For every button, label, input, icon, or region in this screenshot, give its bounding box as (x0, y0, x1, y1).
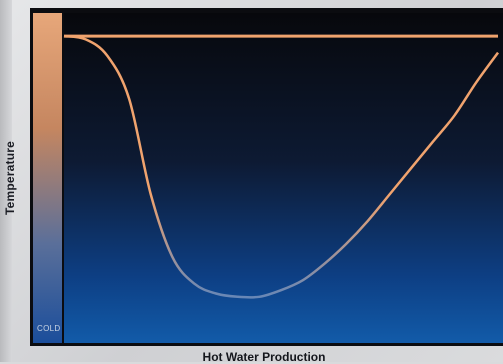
series-line-curve (63, 34, 500, 299)
temperature-scale-bar (33, 13, 62, 343)
chart-svg (30, 8, 503, 346)
chart-frame (30, 8, 503, 346)
series-group (63, 34, 500, 299)
y-axis-label: Temperature (3, 140, 17, 216)
page-edge (0, 0, 12, 362)
plot-area (64, 13, 503, 343)
cold-label: COLD (37, 324, 61, 333)
x-axis-label: Hot Water Production (202, 350, 326, 364)
